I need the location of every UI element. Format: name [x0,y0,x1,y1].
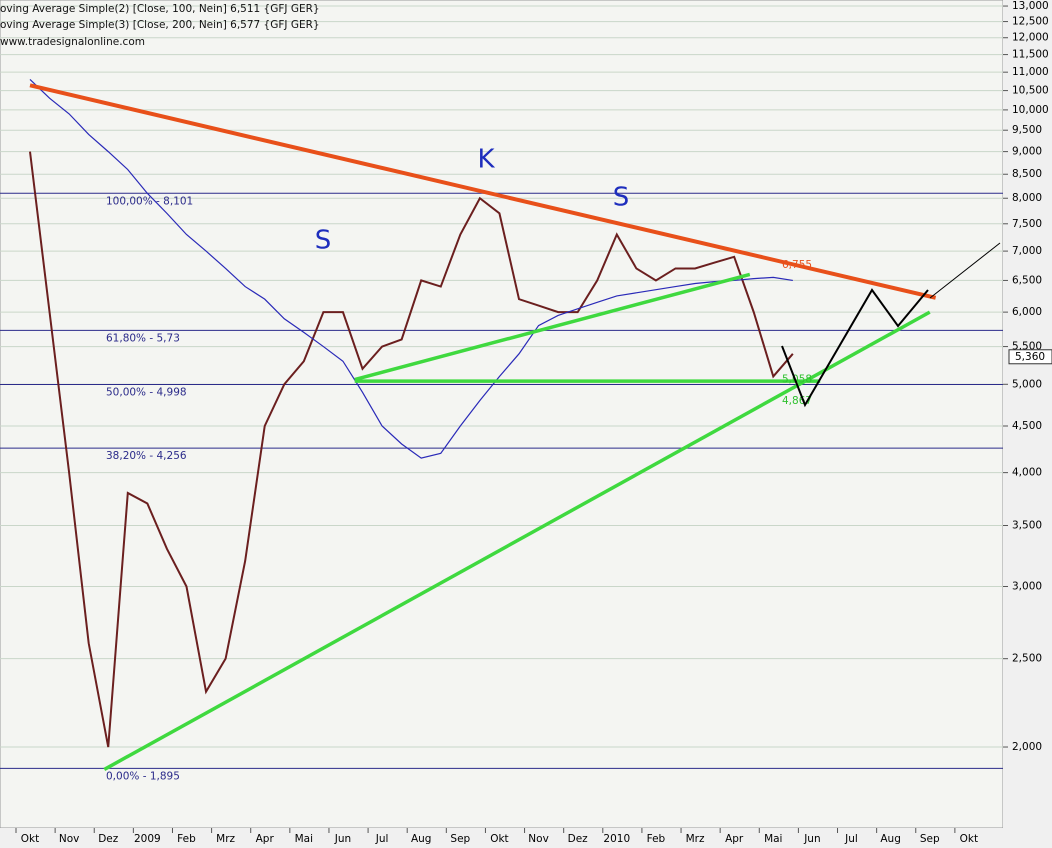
header-line: oving Average Simple(3) [Close, 200, Nei… [0,19,320,31]
x-tick-label: Dez [568,833,589,845]
y-tick-label: 10,500 [1012,85,1049,97]
y-tick-label: 2,000 [1012,741,1042,753]
y-tick-label: 2,500 [1012,653,1042,665]
y-tick-label: 13,000 [1012,0,1049,12]
header-line: www.tradesignalonline.com [0,36,145,48]
y-tick-label: 11,500 [1012,49,1049,61]
y-tick-label: 7,500 [1012,218,1042,230]
x-tick-label: Okt [960,833,978,845]
y-tick-label: 6,000 [1012,306,1042,318]
y-tick-label: 7,000 [1012,245,1042,257]
series-line [29,79,793,459]
x-tick-label: Nov [59,833,80,845]
series-line [29,151,794,748]
x-tick-label: Jun [803,833,820,845]
x-tick-label: Feb [177,833,196,845]
y-tick-label: 5,000 [1012,378,1042,390]
last-price-label: 5,360 [1015,351,1045,363]
price-label: 5,058 [782,374,812,386]
price-label: 6,755 [782,259,812,271]
annotation: S [315,226,332,256]
y-tick-label: 12,500 [1012,16,1049,28]
plot-area [0,0,1004,829]
x-tick-label: Mrz [216,833,235,845]
fib-label: 0,00% - 1,895 [106,770,180,782]
x-tick-label: Aug [880,833,901,845]
y-tick-label: 4,000 [1012,467,1042,479]
x-tick-label: Aug [411,833,432,845]
fib-label: 61,80% - 5,73 [106,332,180,344]
y-tick-label: 9,500 [1012,124,1042,136]
y-tick-label: 11,000 [1012,66,1049,78]
x-tick-label: Sep [450,833,470,845]
y-axis-area [1003,0,1052,848]
x-tick-label: Jun [334,833,351,845]
x-tick-label: Jul [844,833,858,845]
trendline [354,272,751,382]
fib-label: 50,00% - 4,998 [106,386,187,398]
y-tick-label: 3,500 [1012,519,1042,531]
x-tick-label: Apr [725,833,744,845]
projection-arrow [929,242,1001,299]
y-tick-label: 10,000 [1012,104,1049,116]
last-price-box [1008,349,1052,365]
annotation: K [477,145,495,175]
x-tick-label: Okt [21,833,39,845]
x-tick-label: Nov [528,833,549,845]
y-tick-label: 8,000 [1012,192,1042,204]
projection-arrows [781,288,929,408]
y-tick-label: 8,500 [1012,168,1042,180]
trendline [103,310,931,771]
y-tick-label: 6,500 [1012,274,1042,286]
x-tick-label: 2009 [134,833,161,845]
x-tick-label: Jul [375,833,389,845]
fib-label: 100,00% - 8,101 [106,195,193,207]
x-tick-label: Mai [764,833,782,845]
header-line: oving Average Simple(2) [Close, 100, Nei… [0,3,320,15]
annotation: S [613,183,630,213]
fib-label: 38,20% - 4,256 [106,450,187,462]
x-tick-label: Apr [256,833,275,845]
y-tick-label: 3,000 [1012,581,1042,593]
trendline [29,83,937,300]
x-tick-label: Dez [98,833,119,845]
x-tick-label: Mai [295,833,313,845]
y-tick-label: 4,500 [1012,420,1042,432]
y-tick-label: 9,000 [1012,146,1042,158]
x-tick-label: Feb [647,833,666,845]
x-tick-label: Okt [490,833,508,845]
x-tick-label: Sep [920,833,940,845]
x-tick-label: 2010 [603,833,630,845]
y-tick-label: 12,000 [1012,32,1049,44]
x-tick-label: Mrz [686,833,705,845]
